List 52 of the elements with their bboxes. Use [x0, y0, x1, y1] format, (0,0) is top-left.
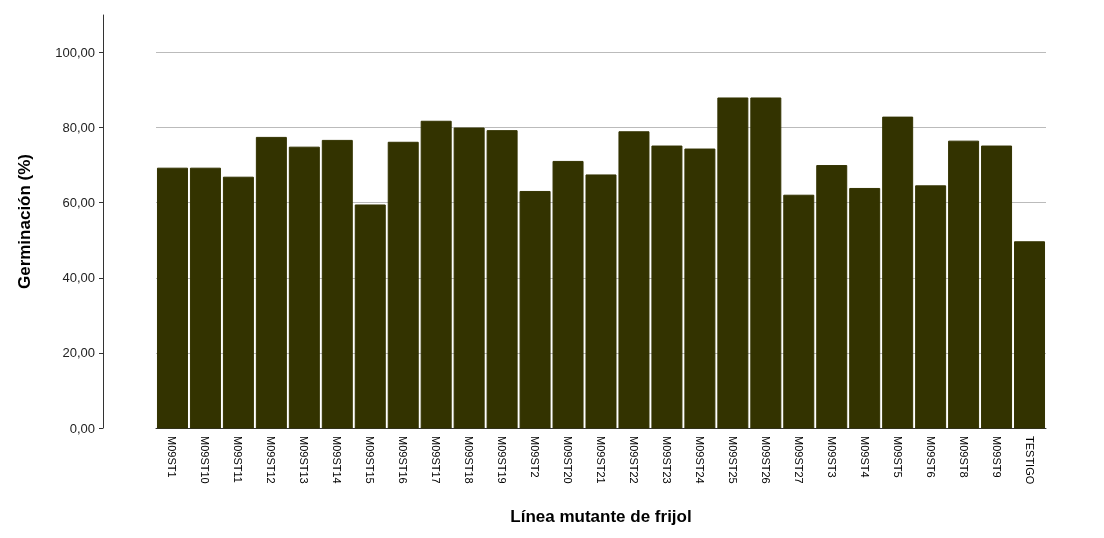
bar — [420, 120, 452, 429]
bar — [915, 185, 947, 429]
x-tick-label: M09ST25 — [726, 436, 739, 484]
x-tick-label: M09ST17 — [430, 436, 443, 484]
x-tick-label: M09ST27 — [792, 436, 805, 484]
x-tick-label: M09ST20 — [562, 436, 575, 484]
bar — [354, 204, 386, 429]
x-tick-label: M09ST12 — [265, 436, 278, 484]
x-tick-label: M09ST8 — [957, 436, 970, 478]
x-tick-label: M09ST26 — [759, 436, 772, 484]
x-tick-label: M09ST13 — [298, 436, 311, 484]
bar — [948, 140, 980, 429]
y-tick-label: 60,00 — [62, 195, 95, 211]
bar — [222, 176, 254, 429]
bar — [882, 116, 914, 429]
x-tick-label: M09ST4 — [858, 436, 871, 478]
x-tick-label: TESTIGO — [1023, 436, 1036, 485]
x-tick-label: M09ST15 — [364, 436, 377, 484]
x-tick-label: M09ST6 — [924, 436, 937, 478]
x-tick-label: M09ST16 — [397, 436, 410, 484]
x-tick-label: M09ST2 — [529, 436, 542, 478]
x-tick-label: M09ST22 — [627, 436, 640, 484]
y-tick-label: 100,00 — [55, 45, 95, 61]
y-axis-title: Germinación (%) — [15, 153, 34, 290]
y-tick-label: 0,00 — [69, 420, 95, 436]
x-tick-label: M09ST23 — [660, 436, 673, 484]
bar — [156, 167, 188, 429]
bar — [849, 187, 881, 429]
bar — [1014, 241, 1046, 429]
x-tick-label: M09ST24 — [693, 436, 706, 484]
y-tick-label: 40,00 — [62, 270, 95, 286]
bar — [981, 145, 1013, 429]
x-tick-label: M09ST10 — [199, 436, 212, 484]
x-tick-label: M09ST3 — [825, 436, 838, 478]
bar — [783, 194, 815, 429]
x-tick-label: M09ST5 — [891, 436, 904, 478]
x-tick-label: M09ST14 — [331, 436, 344, 484]
y-tick-label: 20,00 — [62, 345, 95, 361]
x-axis-title: Línea mutante de frijol — [510, 507, 692, 526]
bar — [255, 136, 287, 429]
bar — [189, 167, 221, 429]
bar — [387, 141, 419, 429]
x-tick-label: M09ST1 — [166, 436, 179, 478]
bar — [816, 165, 848, 429]
x-tick-label: M09ST11 — [232, 436, 245, 483]
y-tick-label: 80,00 — [62, 120, 95, 136]
x-tick-label: M09ST18 — [463, 436, 476, 484]
x-tick-label: M09ST9 — [990, 436, 1003, 478]
x-tick-label: M09ST21 — [595, 436, 607, 484]
bar — [288, 146, 320, 429]
x-tick-label: M09ST19 — [496, 436, 509, 484]
bar — [321, 139, 353, 429]
